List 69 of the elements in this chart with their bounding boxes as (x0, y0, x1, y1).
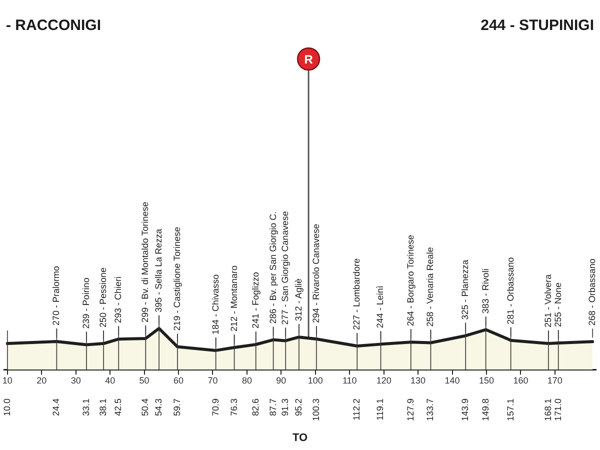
x2-tick-label: 70 (208, 376, 218, 386)
x2-tick-label: 50 (139, 376, 150, 386)
x-tick-label: 91.3 (280, 398, 290, 416)
x2-tick-label: 100 (308, 376, 323, 386)
data-label: 244 - Leinì (375, 286, 386, 328)
x2-tick-label: 160 (513, 376, 528, 386)
x2-tick-label: 130 (410, 376, 426, 386)
data-label: 250 - Pessione (98, 268, 108, 328)
data-label: 239 - Poirino (80, 278, 91, 329)
x-tick-label: 168.1 (542, 398, 553, 422)
x-tick-label: 76.3 (228, 398, 239, 416)
x-tick-label: 87.7 (268, 398, 278, 416)
data-label: 294 - Rivarolo Canavese (310, 224, 321, 323)
data-label: 184 - Chivasso (210, 274, 220, 334)
x-tick-label: 127.9 (405, 398, 416, 422)
x-tick-label: 38.1 (98, 398, 108, 416)
data-label: 255 - None (552, 282, 563, 328)
data-label: 258 - Venaria Reale (425, 247, 436, 327)
data-label: 383 - Rivoli (480, 268, 490, 314)
x-tick-label: 10.0 (2, 398, 12, 416)
x-tick-label: 100.3 (310, 398, 321, 422)
x-tick-label: 143.9 (460, 398, 470, 422)
data-label: 268 - Orbassano (587, 258, 598, 326)
text: - RACCONIGI (6, 17, 101, 34)
data-label: 270 - Pralormo (51, 266, 62, 326)
data-label: 395 - Sella La Rezza (154, 228, 164, 312)
data-label: 293 - Chieri (113, 276, 124, 324)
data-label: 299 - Bv. di Montaldo Torinese (140, 202, 150, 322)
x2-tick-label: 10 (2, 376, 12, 386)
x2-tick-label: 110 (342, 376, 357, 386)
x-tick-label: 59.7 (172, 398, 182, 416)
x-tick-label: 149.8 (480, 398, 490, 422)
x-tick-label: 33.1 (80, 398, 91, 416)
x2-tick-label: 140 (444, 376, 460, 386)
x2-tick-label: 20 (36, 376, 47, 386)
ref-line-label: R (304, 52, 314, 66)
data-label: 251 - Volvera (542, 274, 553, 328)
x2-tick-label: 60 (174, 376, 184, 386)
x2-tick-label: 30 (70, 376, 81, 386)
x2-tick-label: 80 (242, 376, 252, 386)
x2-tick-label: 40 (105, 376, 116, 386)
x-tick-label: 95.2 (293, 398, 304, 416)
text: TO (292, 432, 308, 444)
x-tick-label: 157.1 (505, 398, 516, 422)
text: 244 - STUPINIGI (480, 17, 594, 34)
data-label: 325 - Planezza (460, 260, 470, 320)
data-label: 264 - Borgaro Torinese (405, 234, 416, 326)
x-tick-label: 112.2 (352, 398, 362, 420)
x2-tick-label: 170 (547, 376, 562, 386)
data-label: 219 - Castiglione Torinese (172, 226, 182, 331)
x-tick-label: 119.1 (375, 398, 386, 420)
data-label: 312 - Agliè (293, 278, 304, 322)
x-tick-label: 133.7 (425, 398, 436, 422)
data-label: 286 - Bv. per San Giorgio C. (268, 211, 278, 324)
data-label: 212 - Montanaro (228, 265, 239, 332)
x-tick-label: 54.3 (154, 398, 164, 416)
x-tick-label: 70.9 (210, 398, 220, 416)
data-label: 281 - Orbassano (505, 257, 516, 324)
data-label: 241 - Foglizzo (250, 272, 260, 328)
x2-tick-label: 90 (276, 376, 286, 386)
x-tick-label: 42.5 (113, 398, 124, 416)
data-label: 227 - Lombardore (352, 258, 362, 330)
x2-tick-label: 120 (376, 376, 392, 386)
x2-tick-label: 150 (478, 376, 494, 386)
x-tick-label: 50.4 (140, 398, 150, 416)
x-tick-label: 171.0 (552, 398, 563, 422)
x-tick-label: 82.6 (250, 398, 260, 416)
data-label: 277 - San Giorgio Canavese (280, 211, 290, 325)
x-tick-label: 24.4 (51, 398, 62, 416)
